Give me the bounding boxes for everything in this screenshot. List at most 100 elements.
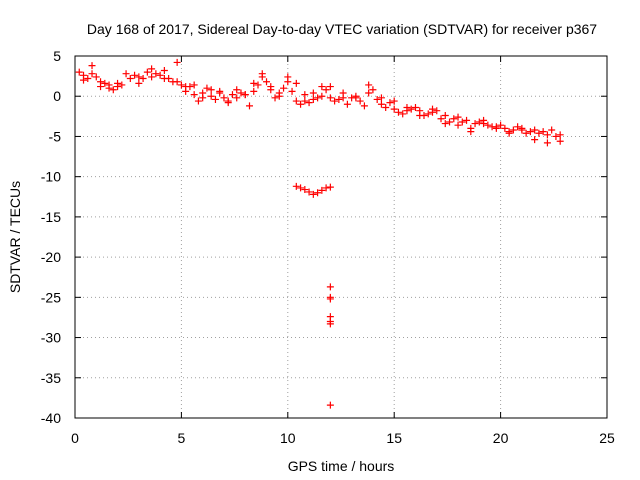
data-point bbox=[424, 110, 432, 118]
data-point bbox=[373, 95, 381, 103]
data-point bbox=[109, 86, 117, 94]
data-point bbox=[390, 97, 398, 105]
data-point bbox=[135, 73, 143, 81]
x-axis-tick-labels: 0 5 10 15 20 25 bbox=[71, 430, 615, 446]
x-axis-label: GPS time / hours bbox=[288, 458, 395, 474]
data-point bbox=[377, 100, 385, 108]
data-point bbox=[114, 79, 122, 87]
data-points bbox=[75, 58, 564, 409]
data-point bbox=[518, 124, 526, 132]
data-point bbox=[522, 129, 530, 137]
data-point bbox=[250, 87, 258, 95]
data-point bbox=[254, 81, 262, 89]
data-point bbox=[531, 136, 539, 144]
y-axis-tick-labels: 5 0 -5 -10 -15 -20 -25 -30 -35 -40 bbox=[41, 48, 61, 426]
data-point bbox=[484, 121, 492, 129]
data-point bbox=[292, 182, 300, 190]
y-tick-label: 0 bbox=[53, 88, 61, 104]
data-point bbox=[429, 108, 437, 116]
data-point bbox=[446, 118, 454, 126]
grid-lines bbox=[75, 56, 607, 418]
x-tick-label: 20 bbox=[493, 430, 509, 446]
y-tick-label: -20 bbox=[41, 249, 61, 265]
data-point bbox=[207, 92, 215, 100]
data-point bbox=[386, 99, 394, 107]
data-point bbox=[309, 89, 317, 97]
data-point bbox=[211, 95, 219, 103]
data-point bbox=[122, 70, 130, 78]
data-point bbox=[331, 97, 339, 105]
data-point bbox=[177, 81, 185, 89]
data-point bbox=[322, 86, 330, 94]
data-point bbox=[309, 190, 317, 198]
data-point bbox=[556, 137, 564, 145]
data-point bbox=[135, 79, 143, 87]
data-point bbox=[411, 103, 419, 111]
data-point bbox=[326, 295, 334, 303]
series-main-trace bbox=[75, 58, 564, 140]
data-point bbox=[441, 120, 449, 128]
data-point bbox=[454, 113, 462, 121]
data-point bbox=[543, 131, 551, 139]
data-point bbox=[326, 83, 334, 91]
data-point bbox=[190, 91, 198, 99]
data-point bbox=[173, 58, 181, 66]
data-point bbox=[480, 116, 488, 124]
data-point bbox=[84, 75, 92, 83]
data-point bbox=[233, 86, 241, 94]
data-point bbox=[203, 84, 211, 92]
data-point bbox=[143, 68, 151, 76]
data-point bbox=[437, 115, 445, 123]
data-point bbox=[301, 91, 309, 99]
data-point bbox=[450, 115, 458, 123]
data-point bbox=[475, 118, 483, 126]
data-point bbox=[258, 70, 266, 78]
data-point bbox=[382, 103, 390, 111]
series-dip-near-10-5-12-h bbox=[292, 182, 334, 198]
data-point bbox=[152, 70, 160, 78]
data-point bbox=[326, 401, 334, 409]
data-point bbox=[75, 68, 83, 76]
data-point bbox=[335, 95, 343, 103]
data-point bbox=[394, 108, 402, 116]
data-point bbox=[318, 186, 326, 194]
data-point bbox=[463, 116, 471, 124]
chart-title: Day 168 of 2017, Sidereal Day-to-day VTE… bbox=[87, 21, 597, 37]
data-point bbox=[160, 66, 168, 74]
data-point bbox=[139, 75, 147, 83]
axis-ticks bbox=[74, 55, 608, 419]
y-tick-label: -10 bbox=[41, 169, 61, 185]
data-point bbox=[314, 189, 322, 197]
data-point bbox=[305, 188, 313, 196]
data-point bbox=[365, 89, 373, 97]
x-tick-label: 0 bbox=[71, 430, 79, 446]
data-point bbox=[548, 126, 556, 134]
data-point bbox=[297, 100, 305, 108]
y-tick-label: 5 bbox=[53, 48, 61, 64]
x-tick-label: 15 bbox=[386, 430, 402, 446]
data-point bbox=[88, 70, 96, 78]
data-point bbox=[148, 65, 156, 73]
data-point bbox=[275, 89, 283, 97]
data-point bbox=[207, 86, 215, 94]
data-point bbox=[92, 73, 100, 81]
data-point bbox=[233, 94, 241, 102]
data-point bbox=[301, 186, 309, 194]
data-point bbox=[531, 126, 539, 134]
data-point bbox=[126, 75, 134, 83]
data-point bbox=[497, 121, 505, 129]
data-point bbox=[318, 92, 326, 100]
data-point bbox=[190, 81, 198, 89]
series-outliers-at-12-h bbox=[326, 283, 334, 409]
data-point bbox=[194, 97, 202, 105]
data-point bbox=[365, 81, 373, 89]
data-point bbox=[352, 94, 360, 102]
data-point bbox=[369, 86, 377, 94]
data-point bbox=[403, 107, 411, 115]
data-point bbox=[314, 94, 322, 102]
data-point bbox=[318, 83, 326, 91]
data-point bbox=[241, 91, 249, 99]
data-point bbox=[509, 126, 517, 134]
